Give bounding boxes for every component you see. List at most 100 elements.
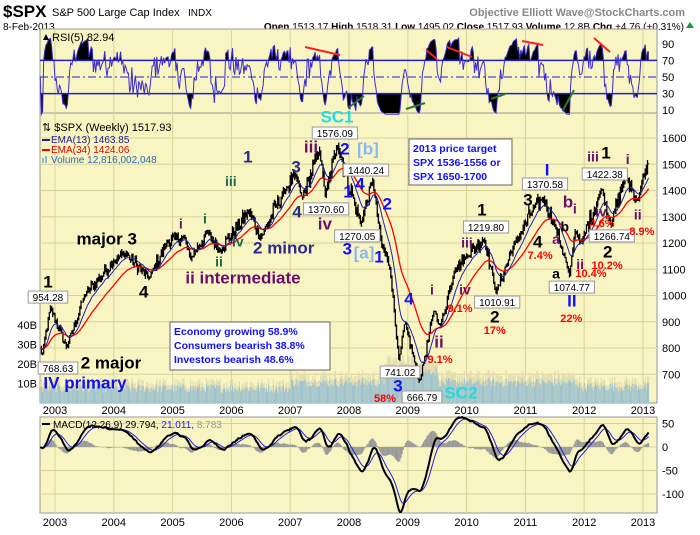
macd-histogram-bar	[579, 441, 580, 447]
macd-histogram-bar	[372, 438, 373, 447]
macd-histogram-bar	[542, 447, 543, 448]
wave-label: iv	[459, 282, 471, 298]
macd-histogram-bar	[152, 447, 153, 448]
wave-label: 4.6%	[589, 218, 614, 230]
macd-histogram-bar	[504, 446, 505, 447]
wave-label: 2 minor	[253, 239, 315, 258]
macd-histogram-bar	[636, 447, 637, 452]
macd-histogram-bar	[253, 447, 254, 448]
macd-histogram-bar	[644, 445, 645, 447]
wave-label: II	[567, 292, 576, 311]
macd-histogram-bar	[646, 444, 647, 447]
macd-histogram-bar	[403, 447, 404, 450]
macd-histogram-bar	[362, 447, 363, 453]
macd-histogram-bar	[136, 447, 137, 451]
macd-histogram-bar	[633, 447, 634, 450]
macd-histogram-bar	[122, 447, 123, 448]
macd-histogram-bar	[532, 445, 533, 447]
macd-histogram-bar	[552, 447, 553, 454]
macd-histogram-bar	[573, 444, 574, 447]
macd-histogram-bar	[357, 447, 358, 455]
macd-histogram-bar	[284, 443, 285, 447]
macd-histogram-bar	[89, 443, 90, 447]
macd-histogram-bar	[428, 435, 429, 447]
macd-histogram-bar	[530, 444, 531, 447]
macd-histogram-bar	[599, 441, 600, 447]
wave-label: I	[545, 161, 550, 180]
macd-histogram-bar	[529, 443, 530, 447]
macd-histogram-bar	[179, 447, 180, 448]
macd-histogram-bar	[386, 447, 387, 456]
macd-histogram-bar	[300, 447, 301, 450]
macd-histogram-bar	[244, 444, 245, 447]
macd-histogram-bar	[325, 447, 326, 454]
macd-histogram-bar	[137, 447, 138, 452]
macd-histogram-bar	[293, 445, 294, 447]
x-tick-label: 2003	[43, 405, 67, 417]
macd-histogram-bar	[125, 447, 126, 448]
macd-histogram-bar	[400, 447, 401, 458]
x-tick-label: 2004	[102, 405, 126, 417]
macd-histogram-bar	[612, 447, 613, 454]
macd-histogram-bar	[543, 447, 544, 448]
macd-histogram-bar	[308, 447, 309, 449]
wave-label: [a]	[354, 243, 375, 262]
macd-histogram-bar	[431, 431, 432, 447]
macd-histogram-bar	[370, 440, 371, 447]
volume-swatch-icon	[42, 158, 44, 163]
price-tick-label: 1400	[662, 186, 686, 198]
macd-histogram-bar	[407, 441, 408, 447]
price-tick-label: 700	[662, 369, 680, 381]
macd-histogram-bar	[182, 447, 183, 448]
x-tick-label: 2011	[514, 405, 538, 417]
macd-histogram-bar	[571, 447, 572, 450]
macd-histogram-bar	[645, 444, 646, 447]
price-tick-label: 800	[662, 343, 680, 355]
x-tick-label-bottom: 2005	[160, 517, 184, 529]
macd-histogram-bar	[151, 447, 152, 449]
macd-histogram-bar	[249, 445, 250, 447]
macd-histogram-bar	[283, 443, 284, 447]
macd-histogram-bar	[578, 440, 579, 447]
macd-histogram-bar	[83, 441, 84, 447]
macd-histogram-bar	[366, 444, 367, 447]
rsi-tick-label: 10	[662, 105, 674, 117]
macd-histogram-bar	[611, 447, 612, 454]
macd-histogram-bar	[172, 444, 173, 447]
wave-label: a	[552, 266, 560, 282]
volume-tick-label: 40B	[17, 320, 37, 332]
macd-histogram-bar	[173, 444, 174, 447]
macd-histogram-bar	[255, 447, 256, 450]
macd-histogram-bar	[622, 443, 623, 447]
macd-histogram-bar	[402, 447, 403, 454]
macd-histogram-bar	[371, 439, 372, 447]
macd-histogram-bar	[546, 447, 547, 451]
macd-histogram-bar	[286, 444, 287, 447]
macd-histogram-bar	[296, 446, 297, 447]
macd-histogram-bar	[320, 445, 321, 447]
macd-histogram-bar	[314, 443, 315, 447]
macd-histogram-bar	[397, 447, 398, 461]
macd-histogram-bar	[550, 447, 551, 453]
macd-histogram-bar	[380, 447, 381, 453]
wave-label: 9.1%	[427, 354, 452, 366]
macd-histogram-bar	[128, 447, 129, 449]
macd-histogram-bar	[309, 447, 310, 449]
macd-histogram-bar	[424, 440, 425, 447]
macd-histogram-bar	[383, 447, 384, 456]
macd-histogram-bar	[627, 443, 628, 447]
macd-histogram-bar	[468, 447, 469, 448]
macd-histogram-bar	[180, 447, 181, 448]
signal-value: 21.011,	[161, 420, 194, 431]
wave-label: 4	[292, 202, 302, 221]
wave-label: b	[561, 219, 570, 235]
macd-histogram-bar	[595, 442, 596, 447]
macd-histogram-bar	[596, 442, 597, 447]
macd-histogram-bar	[452, 440, 453, 447]
macd-histogram-bar	[242, 444, 243, 447]
macd-histogram-bar	[340, 445, 341, 447]
macd-histogram-bar	[385, 447, 386, 456]
macd-histogram-bar	[256, 447, 257, 451]
macd-histogram-bar	[96, 446, 97, 447]
macd-histogram-bar	[533, 445, 534, 447]
